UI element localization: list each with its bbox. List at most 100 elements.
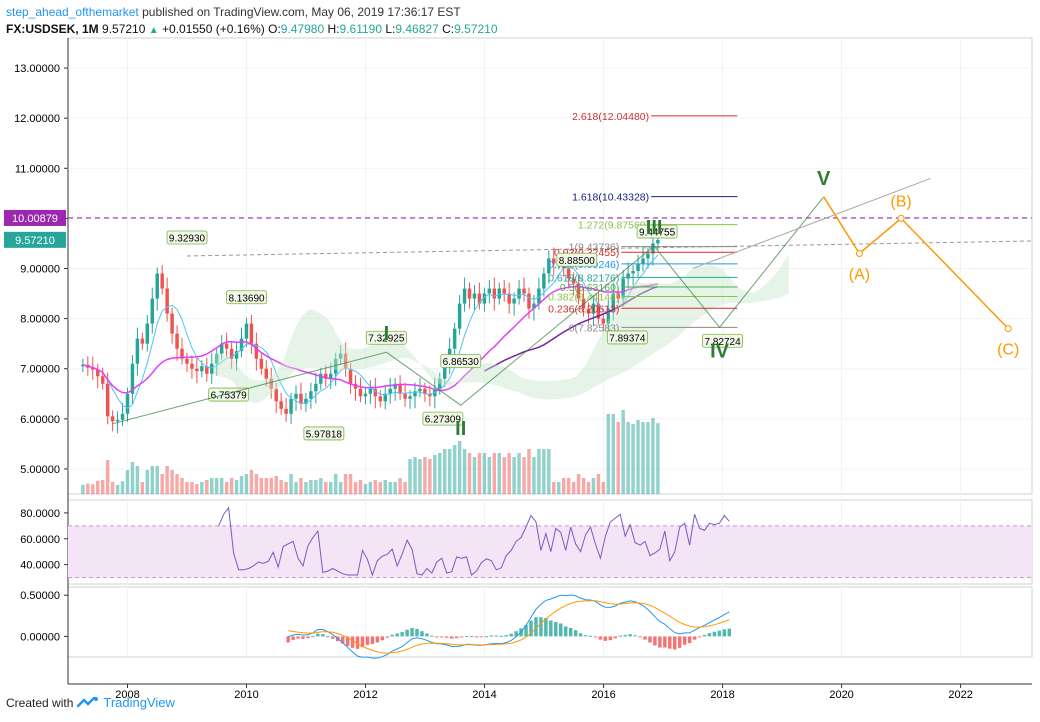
tradingview-brand[interactable]: TradingView <box>103 695 175 710</box>
pivot-label: 5.97818 <box>306 429 343 440</box>
macd-histogram-bar <box>583 635 588 637</box>
macd-histogram-bar <box>385 636 389 638</box>
wave-point <box>855 249 863 257</box>
volume-bar <box>224 482 229 494</box>
macd-histogram-bar <box>722 629 727 637</box>
candle <box>576 283 581 299</box>
price-tick-label: 6.00000 <box>20 414 60 426</box>
macd-histogram-bar <box>474 636 479 638</box>
candle <box>532 303 536 309</box>
candle <box>185 358 189 364</box>
volume-bar <box>299 478 303 494</box>
price-badge-text: 9.57210 <box>15 235 55 247</box>
fib-label: 1.272(9.87569) <box>578 220 649 232</box>
volume-bar <box>542 449 546 494</box>
symbol-label[interactable]: FX:USDSEK, 1M <box>6 22 99 36</box>
volume-bar <box>447 449 452 494</box>
volume-bar <box>581 478 586 494</box>
volume-bar <box>254 474 259 494</box>
macd-histogram-bar <box>296 636 300 639</box>
volume-bar <box>472 457 477 494</box>
macd-histogram-bar <box>633 635 637 637</box>
volume-bar <box>309 480 313 494</box>
volume-bar <box>249 470 254 494</box>
candle <box>175 333 179 349</box>
macd-histogram-bar <box>326 636 330 638</box>
macd-histogram-bar <box>395 633 399 637</box>
price-tick-label: 12.00000 <box>14 113 60 125</box>
candle <box>195 368 199 372</box>
macd-histogram-bar <box>653 636 657 646</box>
macd-histogram-bar <box>311 636 315 638</box>
rsi-tick-label: 60.0000 <box>20 534 60 546</box>
macd-histogram-bar <box>603 636 608 641</box>
channel-line <box>692 177 932 269</box>
ichimoku-cloud <box>213 254 789 403</box>
pivot-label-box <box>365 330 407 345</box>
price-tick-label: 7.00000 <box>20 364 60 376</box>
macd-histogram-bar <box>697 636 702 638</box>
macd-histogram-bar <box>658 636 662 648</box>
volume-bar <box>656 423 660 494</box>
volume-bar <box>591 478 596 494</box>
volume-bar <box>398 478 402 494</box>
high-value: 9.61190 <box>339 22 383 36</box>
macd-histogram-bar <box>425 633 429 637</box>
volume-bar <box>333 474 338 494</box>
pivot-label-box <box>440 354 482 368</box>
candle <box>487 288 492 294</box>
volume-bar <box>606 414 611 494</box>
candle <box>651 243 655 254</box>
candle <box>656 239 660 244</box>
price-badge <box>4 209 66 226</box>
volume-bar <box>452 445 457 494</box>
volume-bar <box>219 478 224 494</box>
macd-histogram-bar <box>643 636 647 640</box>
candle <box>259 358 264 369</box>
candle <box>423 388 427 394</box>
candle <box>190 363 194 369</box>
candle <box>403 393 407 399</box>
volume-bar <box>477 453 482 494</box>
candle <box>110 416 115 422</box>
volume-bar <box>368 482 373 494</box>
fib-label: 0.5(8.63160) <box>560 282 620 294</box>
candle <box>522 288 526 294</box>
candle <box>115 419 120 422</box>
candle <box>299 393 303 404</box>
price-tick-label: 9.00000 <box>20 264 60 276</box>
rsi-tick-label: 80.0000 <box>20 508 60 520</box>
volume-bar <box>304 482 308 494</box>
volume-bar <box>442 449 447 494</box>
wave-label: III <box>646 217 663 239</box>
volume-bar <box>338 482 343 494</box>
volume-bar <box>259 478 264 494</box>
wave-point <box>1004 325 1012 333</box>
last-price: 9.57210 <box>102 22 146 36</box>
volume-bar <box>185 482 189 494</box>
macd-histogram-bar <box>484 636 489 638</box>
candle <box>120 413 125 420</box>
axes: 13.0000012.0000011.0000010.000009.000008… <box>4 63 973 701</box>
time-tick-label: 2014 <box>472 689 496 701</box>
high-label: H: <box>327 22 340 36</box>
price-badge <box>4 231 66 248</box>
volume-bar <box>328 482 333 494</box>
chart-frame <box>67 37 1033 685</box>
macd-histogram-bar <box>440 636 444 638</box>
candle <box>210 363 214 374</box>
volume-bar <box>100 480 105 494</box>
volume-bar <box>467 453 472 494</box>
pivot-label: 6.27309 <box>425 415 462 426</box>
macd-histogram-bar <box>420 631 424 637</box>
candle <box>200 366 204 372</box>
macd-histogram-bar <box>668 636 672 649</box>
macd-histogram-bar <box>415 628 419 637</box>
macd-histogram-bar <box>380 636 385 641</box>
pivot-label-box <box>556 252 598 267</box>
wave-label: II <box>455 418 466 440</box>
volume-bar <box>343 474 348 494</box>
author-link[interactable]: step_ahead_ofthemarket <box>6 5 139 19</box>
candle <box>467 288 472 299</box>
